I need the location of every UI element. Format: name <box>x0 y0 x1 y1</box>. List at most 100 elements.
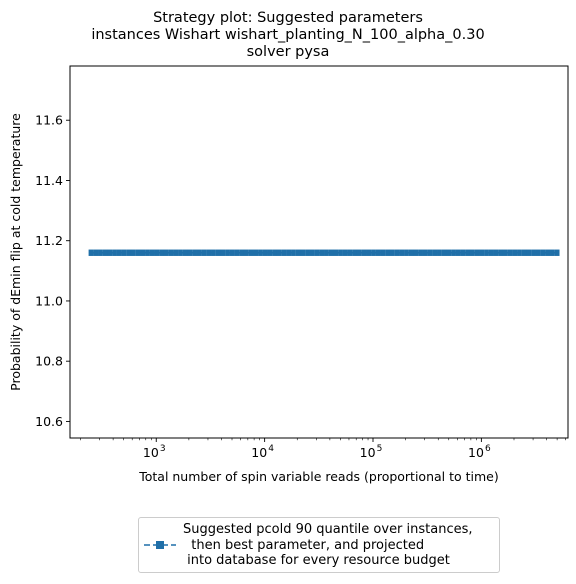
legend-entry-label: Suggested pcold 90 quantile over instanc… <box>183 522 473 568</box>
data-point <box>380 249 386 256</box>
y-tick-label: 10.6 <box>35 414 63 429</box>
data-point <box>493 249 499 256</box>
data-point <box>286 249 292 256</box>
data-point <box>446 249 452 256</box>
data-point <box>352 249 358 256</box>
data-point <box>484 249 489 256</box>
y-axis-label: Probability of dEmin flip at cold temper… <box>8 113 23 391</box>
chart-title-line-1: Strategy plot: Suggested parameters <box>153 10 423 26</box>
data-point <box>526 249 532 256</box>
data-point <box>192 249 197 256</box>
y-tick-label: 11.4 <box>35 173 63 188</box>
data-point <box>437 249 442 256</box>
data-point <box>98 249 103 256</box>
y-tick-label: 10.8 <box>35 354 63 369</box>
data-point <box>220 249 226 256</box>
data-point <box>314 249 320 256</box>
data-point <box>225 249 230 256</box>
data-point <box>201 249 207 256</box>
data-point <box>262 249 268 256</box>
data-point <box>550 249 555 256</box>
data-point <box>215 249 221 256</box>
data-point <box>234 249 240 256</box>
data-point <box>502 249 508 256</box>
x-tick-label: 106 <box>468 444 491 460</box>
data-point <box>272 249 278 256</box>
data-point <box>154 249 160 256</box>
data-point <box>554 249 560 256</box>
data-point <box>107 249 113 256</box>
data-point <box>366 249 372 256</box>
data-point <box>451 249 456 256</box>
data-point <box>545 249 551 256</box>
series-layer <box>88 249 560 256</box>
data-point <box>328 249 334 256</box>
plot-frame <box>69 65 569 439</box>
data-point <box>356 249 362 256</box>
chart-title-line-3: solver pysa <box>246 44 330 60</box>
data-point <box>291 249 296 256</box>
data-point <box>422 249 428 256</box>
data-point <box>116 249 122 256</box>
data-point <box>488 249 494 256</box>
data-point <box>347 249 353 256</box>
data-point <box>239 249 245 256</box>
data-point <box>295 249 301 256</box>
data-point <box>276 249 282 256</box>
data-point <box>112 249 117 256</box>
data-point <box>469 249 475 256</box>
data-point <box>338 249 343 256</box>
y-tick-label: 11.2 <box>35 233 63 248</box>
x-tick-label: 104 <box>251 444 274 460</box>
data-point <box>178 249 183 256</box>
data-point <box>206 249 212 256</box>
data-point <box>333 249 339 256</box>
data-point <box>243 249 249 256</box>
data-point <box>300 249 306 256</box>
data-point <box>521 249 527 256</box>
data-point <box>371 249 376 256</box>
data-point <box>267 249 273 256</box>
data-point <box>389 249 395 256</box>
data-point <box>540 249 546 256</box>
data-point <box>168 249 174 256</box>
x-ticks: 103 104 105 106 <box>80 438 567 460</box>
data-point <box>196 249 202 256</box>
data-point <box>474 249 480 256</box>
y-tick-label: 11.6 <box>35 113 63 128</box>
data-point <box>324 249 329 256</box>
data-point <box>465 249 471 256</box>
data-point <box>342 249 348 256</box>
data-point <box>130 249 136 256</box>
data-point <box>145 249 150 256</box>
data-point <box>93 249 99 256</box>
data-point <box>404 249 409 256</box>
x-tick-label: 105 <box>360 444 383 460</box>
data-point <box>253 249 259 256</box>
chart-title-line-2: instances Wishart wishart_planting_N_100… <box>91 27 485 43</box>
data-point <box>305 249 310 256</box>
legend: Suggested pcold 90 quantile over instanc… <box>138 517 500 573</box>
data-point <box>140 249 146 256</box>
data-point <box>535 249 541 256</box>
data-point <box>281 249 287 256</box>
legend-marker-icon <box>144 541 176 549</box>
data-point <box>375 249 381 256</box>
data-point <box>248 249 254 256</box>
data-point <box>173 249 179 256</box>
y-tick-label: 11.0 <box>35 293 63 308</box>
data-point <box>432 249 438 256</box>
data-point <box>441 249 447 256</box>
x-tick-label: 103 <box>143 444 166 460</box>
data-point <box>385 249 391 256</box>
data-point <box>159 249 165 256</box>
data-point <box>399 249 405 256</box>
data-point <box>211 249 216 256</box>
data-point <box>88 249 94 256</box>
data-point <box>102 249 108 256</box>
data-point <box>413 249 419 256</box>
data-point <box>531 249 536 256</box>
data-point <box>418 249 423 256</box>
data-point <box>498 249 504 256</box>
